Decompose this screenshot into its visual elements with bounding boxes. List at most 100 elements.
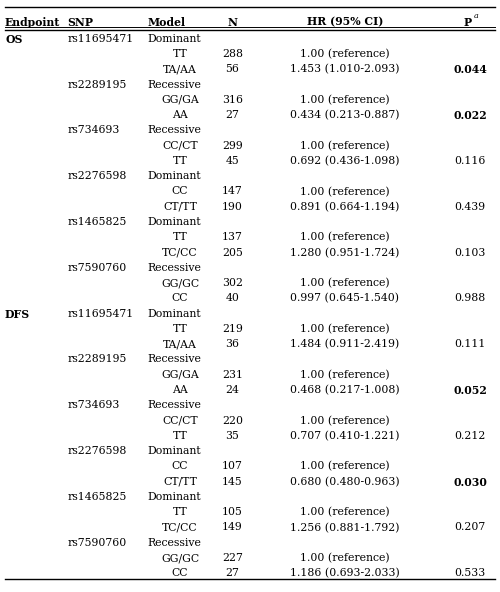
- Text: TT: TT: [172, 49, 188, 59]
- Text: GG/GA: GG/GA: [161, 370, 199, 379]
- Text: 227: 227: [222, 553, 243, 563]
- Text: 0.680 (0.480-0.963): 0.680 (0.480-0.963): [290, 477, 400, 487]
- Text: TT: TT: [172, 431, 188, 441]
- Text: Recessive: Recessive: [148, 400, 202, 410]
- Text: 137: 137: [222, 232, 243, 242]
- Text: rs1465825: rs1465825: [68, 492, 127, 502]
- Text: 0.692 (0.436-1.098): 0.692 (0.436-1.098): [290, 156, 400, 166]
- Text: TT: TT: [172, 324, 188, 334]
- Text: 0.891 (0.664-1.194): 0.891 (0.664-1.194): [290, 202, 400, 212]
- Text: 0.052: 0.052: [453, 385, 487, 396]
- Text: TT: TT: [172, 507, 188, 517]
- Text: 0.116: 0.116: [454, 156, 486, 166]
- Text: CT/TT: CT/TT: [163, 477, 197, 487]
- Text: 1.00 (reference): 1.00 (reference): [300, 232, 390, 243]
- Text: Recessive: Recessive: [148, 126, 202, 136]
- Text: HR (95% CI): HR (95% CI): [307, 17, 383, 28]
- Text: CT/TT: CT/TT: [163, 202, 197, 212]
- Text: rs734693: rs734693: [68, 126, 120, 136]
- Text: CC: CC: [172, 568, 188, 578]
- Text: 1.00 (reference): 1.00 (reference): [300, 553, 390, 564]
- Text: Dominant: Dominant: [148, 171, 201, 181]
- Text: 1.00 (reference): 1.00 (reference): [300, 49, 390, 59]
- Text: 0.212: 0.212: [454, 431, 486, 441]
- Text: 1.00 (reference): 1.00 (reference): [300, 186, 390, 197]
- Text: 299: 299: [222, 141, 243, 150]
- Text: rs7590760: rs7590760: [68, 538, 127, 548]
- Text: 220: 220: [222, 416, 243, 426]
- Text: Recessive: Recessive: [148, 263, 202, 273]
- Text: 36: 36: [226, 339, 239, 349]
- Text: 56: 56: [226, 65, 239, 74]
- Text: 0.468 (0.217-1.008): 0.468 (0.217-1.008): [290, 385, 400, 395]
- Text: DFS: DFS: [5, 308, 30, 320]
- Text: 149: 149: [222, 523, 243, 532]
- Text: 0.533: 0.533: [454, 568, 486, 578]
- Text: CC: CC: [172, 294, 188, 303]
- Text: 35: 35: [226, 431, 239, 441]
- Text: 27: 27: [226, 568, 239, 578]
- Text: Dominant: Dominant: [148, 217, 201, 227]
- Text: 1.00 (reference): 1.00 (reference): [300, 278, 390, 288]
- Text: 0.997 (0.645-1.540): 0.997 (0.645-1.540): [290, 294, 400, 304]
- Text: CC: CC: [172, 461, 188, 471]
- Text: 219: 219: [222, 324, 243, 334]
- Text: TT: TT: [172, 232, 188, 242]
- Text: TC/CC: TC/CC: [162, 247, 198, 258]
- Text: 0.988: 0.988: [454, 294, 486, 303]
- Text: 0.103: 0.103: [454, 247, 486, 258]
- Text: 302: 302: [222, 278, 243, 288]
- Text: Recessive: Recessive: [148, 538, 202, 548]
- Text: Endpoint: Endpoint: [5, 17, 60, 28]
- Text: 0.044: 0.044: [453, 65, 487, 75]
- Text: 0.434 (0.213-0.887): 0.434 (0.213-0.887): [290, 110, 400, 120]
- Text: 1.256 (0.881-1.792): 1.256 (0.881-1.792): [290, 523, 400, 533]
- Text: N: N: [228, 17, 237, 28]
- Text: rs7590760: rs7590760: [68, 263, 127, 273]
- Text: 1.00 (reference): 1.00 (reference): [300, 370, 390, 380]
- Text: Recessive: Recessive: [148, 79, 202, 89]
- Text: rs11695471: rs11695471: [68, 308, 134, 318]
- Text: 24: 24: [226, 385, 239, 395]
- Text: 1.453 (1.010-2.093): 1.453 (1.010-2.093): [290, 65, 400, 75]
- Text: 147: 147: [222, 186, 243, 197]
- Text: CC: CC: [172, 186, 188, 197]
- Text: 316: 316: [222, 95, 243, 105]
- Text: TC/CC: TC/CC: [162, 523, 198, 532]
- Text: CC/CT: CC/CT: [162, 416, 198, 426]
- Text: 1.00 (reference): 1.00 (reference): [300, 141, 390, 151]
- Text: GG/GC: GG/GC: [161, 278, 199, 288]
- Text: 105: 105: [222, 507, 243, 517]
- Text: 145: 145: [222, 477, 243, 487]
- Text: 288: 288: [222, 49, 243, 59]
- Text: TA/AA: TA/AA: [163, 339, 197, 349]
- Text: 190: 190: [222, 202, 243, 212]
- Text: 0.030: 0.030: [453, 477, 487, 488]
- Text: 107: 107: [222, 461, 243, 471]
- Text: rs11695471: rs11695471: [68, 34, 134, 44]
- Text: 40: 40: [226, 294, 239, 303]
- Text: 27: 27: [226, 110, 239, 120]
- Text: a: a: [474, 12, 479, 20]
- Text: Recessive: Recessive: [148, 355, 202, 365]
- Text: TT: TT: [172, 156, 188, 166]
- Text: Dominant: Dominant: [148, 34, 201, 44]
- Text: rs2276598: rs2276598: [68, 446, 127, 456]
- Text: 205: 205: [222, 247, 243, 258]
- Text: TA/AA: TA/AA: [163, 65, 197, 74]
- Text: 1.00 (reference): 1.00 (reference): [300, 461, 390, 472]
- Text: CC/CT: CC/CT: [162, 141, 198, 150]
- Text: AA: AA: [172, 110, 188, 120]
- Text: rs2289195: rs2289195: [68, 79, 127, 89]
- Text: 1.00 (reference): 1.00 (reference): [300, 507, 390, 517]
- Text: GG/GC: GG/GC: [161, 553, 199, 563]
- Text: 1.280 (0.951-1.724): 1.280 (0.951-1.724): [290, 247, 400, 258]
- Text: 0.439: 0.439: [454, 202, 486, 212]
- Text: 0.707 (0.410-1.221): 0.707 (0.410-1.221): [290, 431, 400, 441]
- Text: 0.111: 0.111: [454, 339, 486, 349]
- Text: Model: Model: [148, 17, 186, 28]
- Text: 1.186 (0.693-2.033): 1.186 (0.693-2.033): [290, 568, 400, 578]
- Text: 1.00 (reference): 1.00 (reference): [300, 95, 390, 105]
- Text: 45: 45: [226, 156, 239, 166]
- Text: AA: AA: [172, 385, 188, 395]
